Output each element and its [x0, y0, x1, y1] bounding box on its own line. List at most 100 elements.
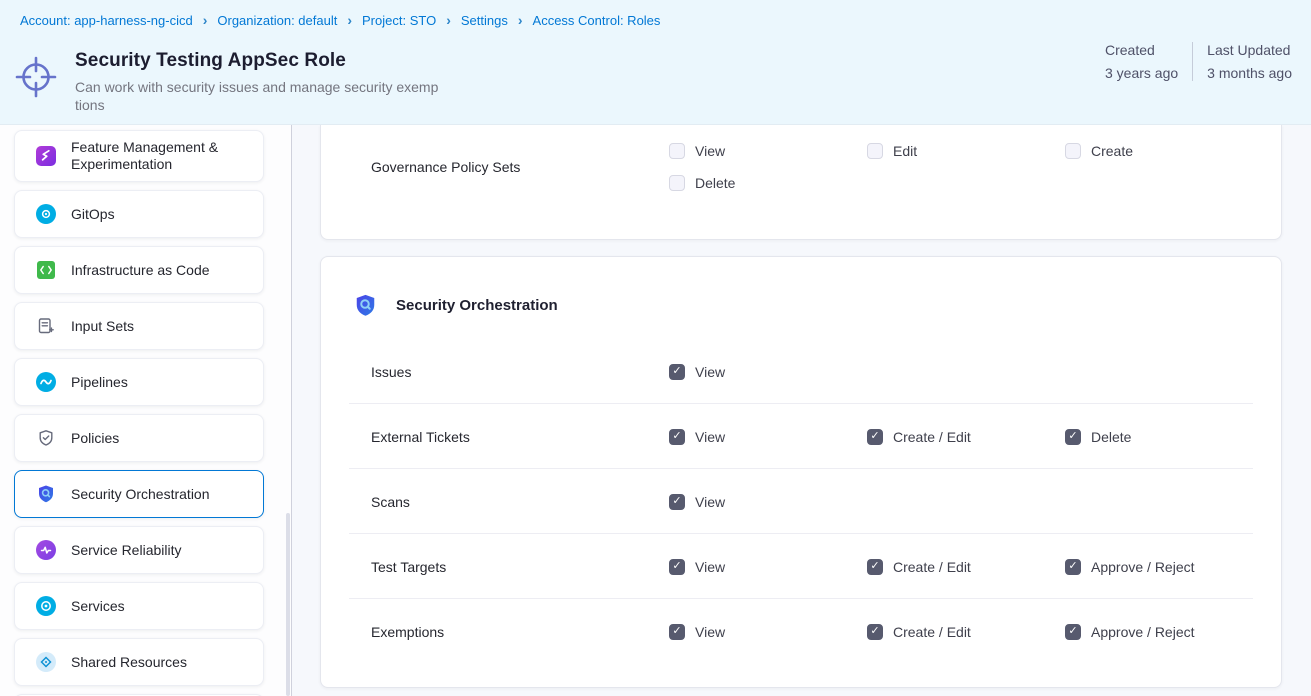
chevron-right-icon: ›: [347, 12, 353, 28]
breadcrumb-organization[interactable]: Organization: default: [217, 12, 338, 28]
resource-label: Exemptions: [371, 623, 445, 640]
resource-label: Scans: [371, 493, 410, 510]
sidebar-item-infrastructure-as-code[interactable]: Infrastructure as Code: [14, 246, 264, 294]
sidebar-item-label: Service Reliability: [71, 542, 182, 558]
permission-edit: Edit: [867, 143, 1065, 159]
checkbox-approve-reject[interactable]: [1065, 623, 1081, 640]
breadcrumb-settings[interactable]: Settings: [460, 12, 508, 28]
permission-label: Delete: [1091, 428, 1132, 445]
sidebar-item-security-orchestration[interactable]: Security Orchestration: [14, 470, 264, 518]
role-description-line2: tions: [75, 97, 105, 113]
permission-delete: Delete: [1065, 428, 1281, 445]
sidebar-item-services[interactable]: Services: [14, 582, 264, 630]
checkbox-view[interactable]: [669, 363, 685, 380]
sidebar-item-label: Infrastructure as Code: [71, 262, 210, 278]
breadcrumb-account[interactable]: Account: app-harness-ng-cicd: [20, 12, 193, 28]
input-sets-icon: [36, 316, 56, 336]
permission-create-edit: Create / Edit: [867, 558, 1065, 575]
permission-view: View: [669, 623, 867, 640]
security-orchestration-card: Security Orchestration Issues View Exter…: [320, 256, 1282, 688]
resource-label-governance-policy-sets: Governance Policy Sets: [371, 159, 521, 175]
resource-category-sidebar: Feature Management & Experimentation Git…: [0, 125, 291, 696]
permission-view: View: [669, 558, 867, 575]
checkbox-create-edit[interactable]: [867, 623, 883, 640]
gitops-icon: [36, 204, 56, 224]
sidebar-item-label: Security Orchestration: [71, 486, 210, 502]
sidebar-item-policies[interactable]: Policies: [14, 414, 264, 462]
sidebar-item-shared-resources[interactable]: Shared Resources: [14, 638, 264, 686]
permission-delete: Delete: [669, 175, 867, 191]
breadcrumb: Account: app-harness-ng-cicd › Organizat…: [20, 12, 660, 28]
governance-policy-sets-card: Governance Policy Sets View Edit Create …: [320, 125, 1282, 240]
permission-view: View: [669, 428, 867, 445]
checkbox-approve-reject[interactable]: [1065, 558, 1081, 575]
checkbox-view[interactable]: [669, 558, 685, 575]
sidebar-item-label: Feature Management & Experimentation: [71, 139, 219, 172]
checkbox-view[interactable]: [669, 493, 685, 510]
sidebar-item-label: Policies: [71, 430, 120, 446]
permission-view: View: [669, 363, 867, 380]
feature-flags-icon: [36, 146, 56, 166]
permission-create-edit: Create / Edit: [867, 428, 1065, 445]
sto-shield-icon: [36, 484, 56, 504]
permission-label: View: [695, 428, 726, 445]
last-updated-label: Last Updated: [1207, 42, 1291, 58]
resource-label: External Tickets: [371, 428, 470, 445]
sidebar-item-service-reliability[interactable]: Service Reliability: [14, 526, 264, 574]
permission-label: Create: [1091, 143, 1134, 159]
checkbox-create[interactable]: [1065, 143, 1081, 159]
checkbox-delete[interactable]: [669, 175, 685, 191]
permission-label: Edit: [893, 143, 918, 159]
sidebar-item-gitops[interactable]: GitOps: [14, 190, 264, 238]
card-header: Security Orchestration: [353, 292, 558, 318]
permission-row-external-tickets: External Tickets View Create / Edit Dele…: [321, 404, 1281, 469]
sidebar-item-pipelines[interactable]: Pipelines: [14, 358, 264, 406]
permission-row-scans: Scans View: [321, 469, 1281, 534]
sidebar-item-input-sets[interactable]: Input Sets: [14, 302, 264, 350]
checkbox-create-edit[interactable]: [867, 558, 883, 575]
chevron-right-icon: ›: [202, 12, 208, 28]
service-reliability-icon: [36, 540, 56, 560]
permission-rows: Issues View External Tickets View Create…: [321, 339, 1281, 664]
permission-row-test-targets: Test Targets View Create / Edit Approve …: [321, 534, 1281, 599]
created-meta: Created 3 years ago: [1105, 42, 1192, 81]
permission-label: View: [695, 623, 726, 640]
governance-permissions: View Edit Create Delete: [669, 143, 1263, 191]
resource-label: Test Targets: [371, 558, 447, 575]
breadcrumb-access-control-roles[interactable]: Access Control: Roles: [532, 12, 661, 28]
target-crosshair-icon: [13, 54, 59, 105]
permissions-panel: Governance Policy Sets View Edit Create …: [292, 125, 1311, 696]
permission-label: Approve / Reject: [1091, 558, 1195, 575]
checkbox-edit[interactable]: [867, 143, 883, 159]
checkbox-view[interactable]: [669, 143, 685, 159]
card-title: Security Orchestration: [396, 296, 558, 314]
policies-shield-icon: [36, 428, 56, 448]
checkbox-view[interactable]: [669, 623, 685, 640]
checkbox-view[interactable]: [669, 428, 685, 445]
permission-approve-reject: Approve / Reject: [1065, 558, 1281, 575]
chevron-right-icon: ›: [446, 12, 451, 28]
created-value: 3 years ago: [1104, 65, 1179, 81]
breadcrumb-project[interactable]: Project: STO: [362, 12, 437, 28]
pipelines-icon: [36, 372, 56, 392]
sidebar-item-label: Pipelines: [71, 374, 128, 390]
permission-label: View: [695, 493, 726, 510]
last-updated-value: 3 months ago: [1207, 65, 1292, 81]
sidebar-scrollbar-thumb[interactable]: [286, 513, 290, 696]
permission-label: Approve / Reject: [1091, 623, 1195, 640]
permission-label: Delete: [695, 175, 736, 191]
sidebar-item-label: Services: [71, 598, 125, 614]
permission-label: Create / Edit: [893, 623, 971, 640]
sidebar-item-feature-management[interactable]: Feature Management & Experimentation: [14, 130, 264, 182]
sto-shield-icon: [353, 293, 378, 318]
permission-row-issues: Issues View: [321, 339, 1281, 404]
permission-approve-reject: Approve / Reject: [1065, 623, 1281, 640]
created-label: Created: [1104, 42, 1155, 58]
page-header: Account: app-harness-ng-cicd › Organizat…: [0, 0, 1311, 125]
permission-label: Create / Edit: [893, 428, 971, 445]
checkbox-create-edit[interactable]: [867, 428, 883, 445]
role-meta: Created 3 years ago Last Updated 3 month…: [1105, 42, 1292, 81]
permission-row-exemptions: Exemptions View Create / Edit Approve / …: [321, 599, 1281, 664]
page-title: Security Testing AppSec Role: [75, 50, 346, 71]
checkbox-delete[interactable]: [1065, 428, 1081, 445]
